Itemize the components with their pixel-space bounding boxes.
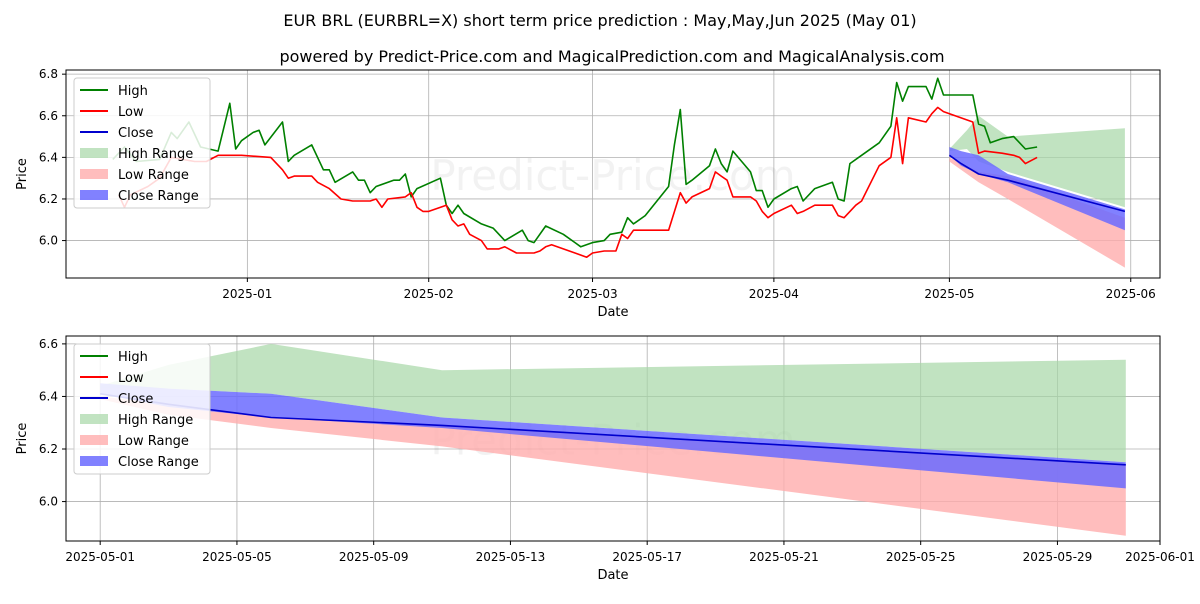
low-range-band bbox=[100, 396, 1126, 536]
legend-label: Close bbox=[118, 392, 153, 407]
legend-label: High bbox=[118, 350, 148, 365]
legend-swatch-low-range bbox=[80, 169, 108, 179]
high-range-band bbox=[949, 115, 1125, 208]
legend-label: Close bbox=[118, 126, 153, 141]
chart-legend: High Low Close High Range Low Range Close Ran… bbox=[73, 343, 211, 475]
low-series-line bbox=[117, 106, 1038, 259]
legend-swatch-high-range bbox=[80, 414, 108, 424]
high-range-band bbox=[100, 343, 1126, 463]
high-series-line bbox=[112, 77, 1038, 248]
x-tick-label: 2025-05-13 bbox=[476, 550, 546, 564]
history-panel: Predict-Price.com 2025-01 2025-02 2025-03 20… bbox=[15, 67, 1161, 320]
y-axis-label: Price bbox=[15, 158, 30, 190]
y-tick-label: 6.0 bbox=[39, 495, 58, 509]
chart-subtitle: powered by Predict-Price.com and Magical… bbox=[279, 47, 944, 66]
y-tick-label: 6.4 bbox=[39, 150, 58, 164]
legend-label: High bbox=[118, 84, 148, 99]
x-tick-label: 2025-04 bbox=[749, 287, 799, 301]
x-tick-label: 2025-05-29 bbox=[1023, 550, 1093, 564]
y-tick-label: 6.6 bbox=[39, 109, 58, 123]
x-axis-label: Date bbox=[597, 568, 628, 583]
low-range-band bbox=[949, 157, 1125, 268]
x-tick-label: 2025-05-21 bbox=[749, 550, 819, 564]
close-series-line bbox=[948, 154, 1126, 213]
legend-label: High Range bbox=[118, 413, 193, 428]
y-tick-label: 6.0 bbox=[39, 234, 58, 248]
y-tick-label: 6.6 bbox=[39, 337, 58, 351]
x-tick-label: 2025-05-17 bbox=[612, 550, 682, 564]
y-tick-label: 6.4 bbox=[39, 389, 58, 403]
legend-label: Low Range bbox=[118, 434, 189, 449]
x-tick-label: 2025-05-01 bbox=[65, 550, 135, 564]
x-tick-label: 2025-01 bbox=[222, 287, 272, 301]
y-tick-label: 6.8 bbox=[39, 67, 58, 81]
x-tick-label: 2025-05-09 bbox=[339, 550, 409, 564]
y-tick-label: 6.2 bbox=[39, 442, 58, 456]
y-axis-label: Price bbox=[15, 423, 30, 455]
x-tick-label: 2025-06-01 bbox=[1125, 550, 1195, 564]
x-axis-label: Date bbox=[597, 305, 628, 320]
legend-swatch-low-range bbox=[80, 435, 108, 445]
chart-title: EUR BRL (EURBRL=X) short term price pred… bbox=[283, 11, 916, 30]
legend-label: Low Range bbox=[118, 168, 189, 183]
axes-frame bbox=[65, 69, 1161, 279]
legend-label: Close Range bbox=[118, 455, 199, 470]
legend-swatch-close-range bbox=[80, 456, 108, 466]
watermark-text: Predict-Price.com bbox=[430, 151, 795, 200]
chart-legend: High Low Close High Range Low Range Close Ran… bbox=[73, 77, 211, 209]
x-tick-label: 2025-06 bbox=[1106, 287, 1156, 301]
axes-frame bbox=[65, 335, 1161, 542]
legend-label: Close Range bbox=[118, 189, 199, 204]
x-tick-label: 2025-02 bbox=[404, 287, 454, 301]
legend-label: Low bbox=[118, 105, 144, 120]
y-tick-label: 6.2 bbox=[39, 192, 58, 206]
legend-label: Low bbox=[118, 371, 144, 386]
x-tick-label: 2025-03 bbox=[567, 287, 617, 301]
legend-label: High Range bbox=[118, 147, 193, 162]
forecast-panel: Predict-Price.com2025-05-012025-05-05202… bbox=[15, 335, 1195, 583]
legend-swatch-close-range bbox=[80, 190, 108, 200]
x-tick-label: 2025-05-25 bbox=[886, 550, 956, 564]
x-tick-label: 2025-05-05 bbox=[202, 550, 272, 564]
legend-swatch-high-range bbox=[80, 148, 108, 158]
x-tick-label: 2025-05 bbox=[924, 287, 974, 301]
